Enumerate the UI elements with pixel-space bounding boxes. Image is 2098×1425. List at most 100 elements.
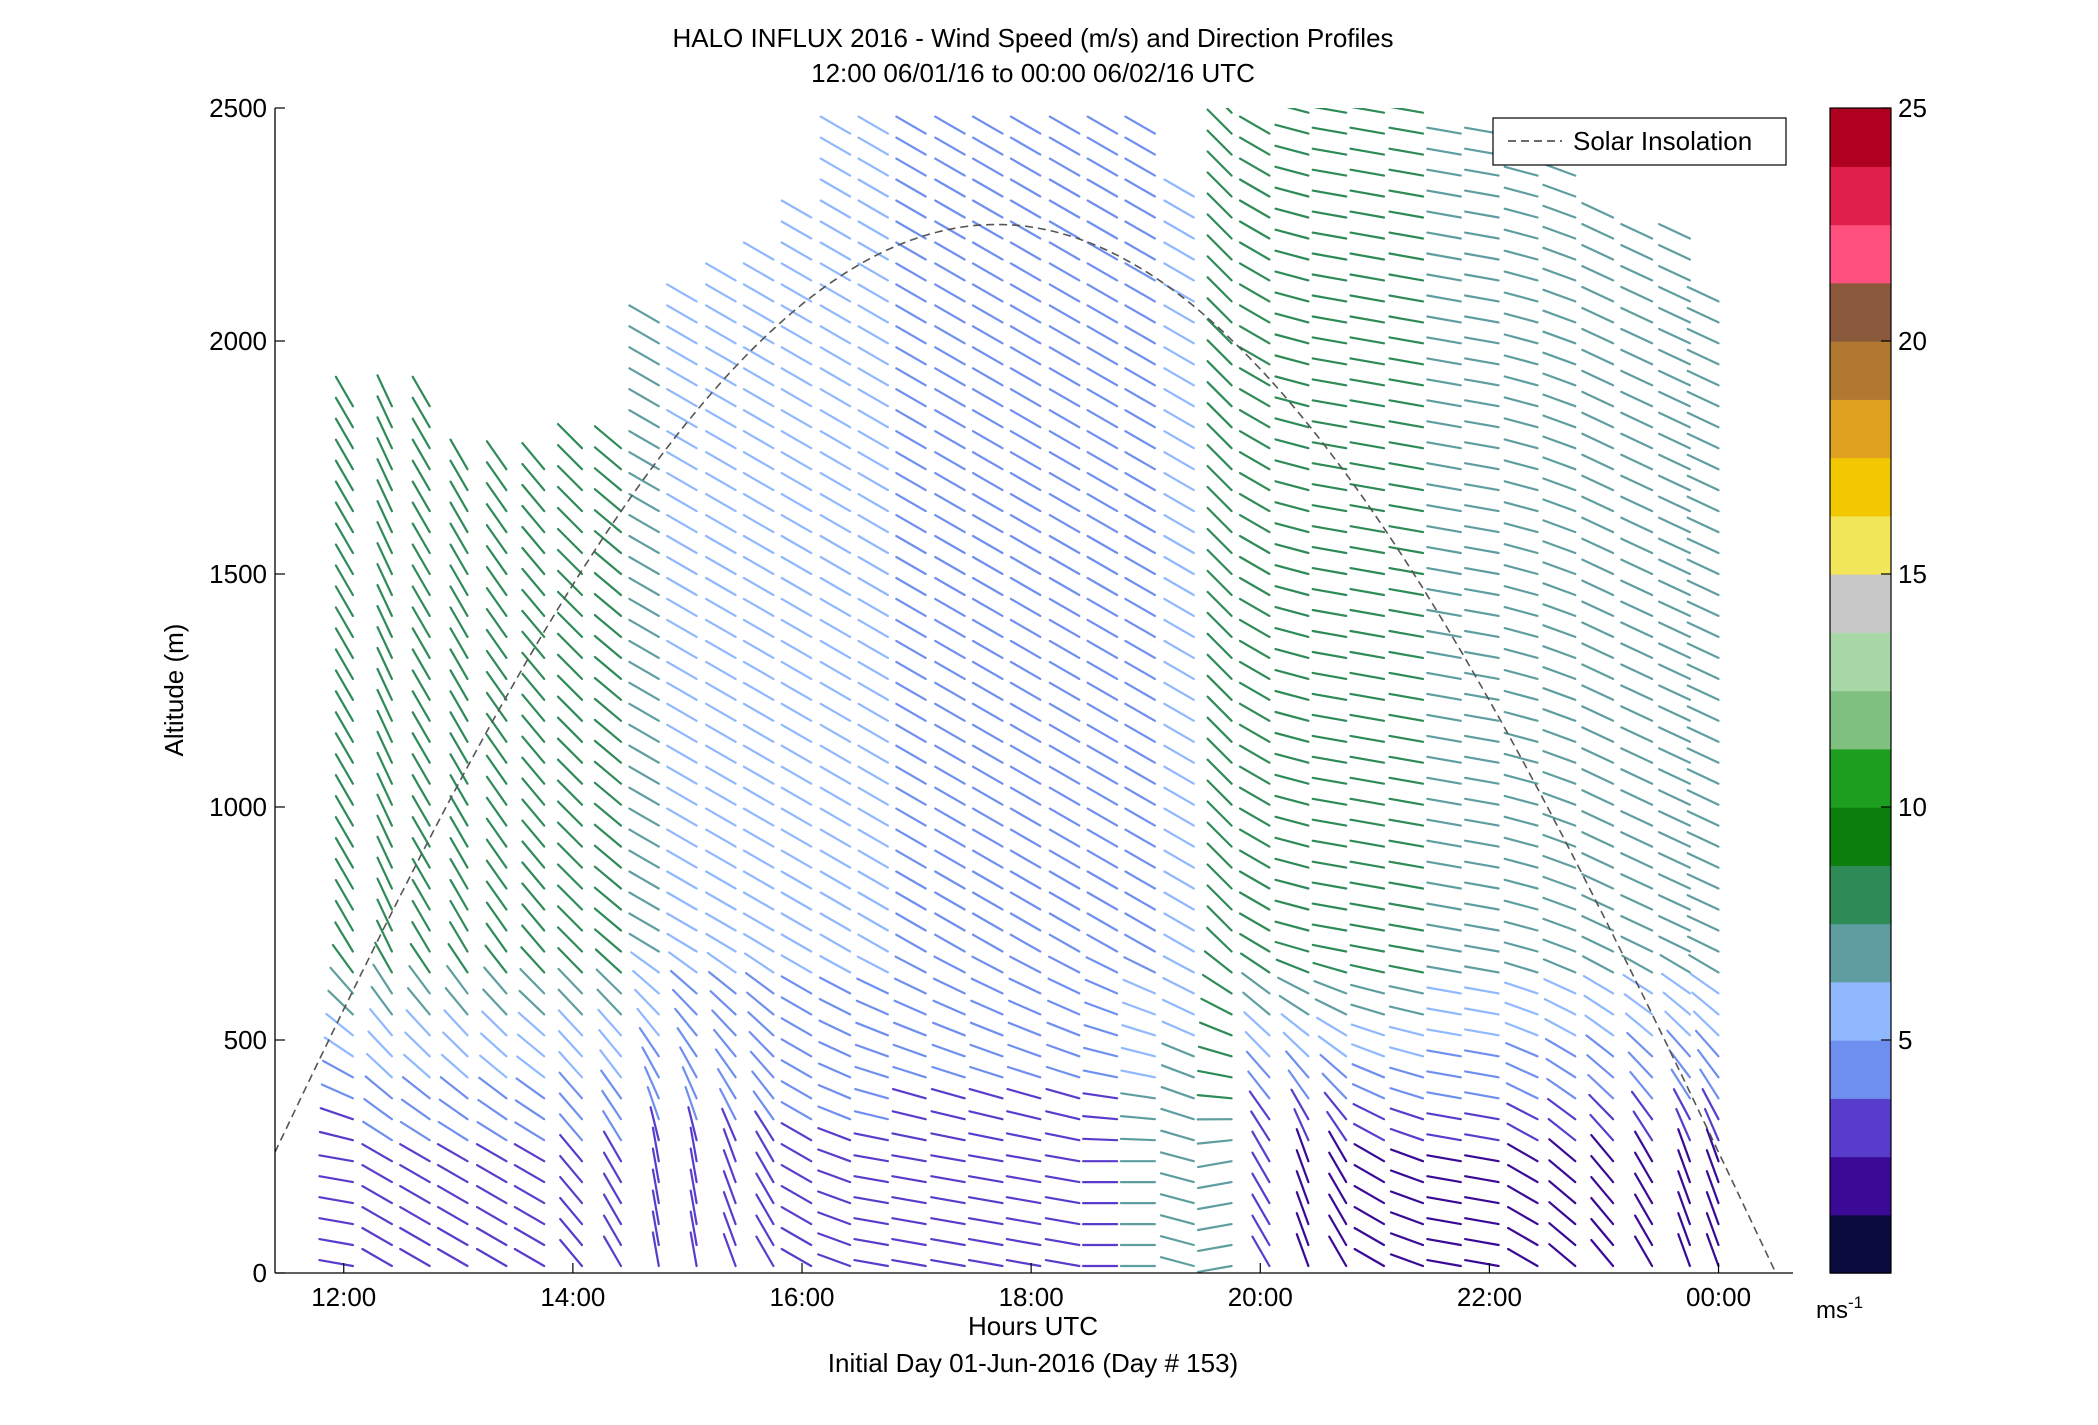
wind-barb [971,241,1004,261]
wind-barb [780,807,813,827]
wind-barb [1163,220,1195,240]
wind-barb [411,606,431,639]
wind-barb [1238,262,1271,282]
wind-barb [556,905,584,932]
wind-barb [1124,388,1157,408]
wind-barb [1352,1102,1386,1121]
wind-barb [559,1175,584,1205]
wind-barb [857,304,890,324]
wind-barb [704,639,737,660]
wind-barb [557,1009,584,1037]
wind-barb [968,1132,1004,1142]
wind-barb [1163,534,1195,555]
wind-barb [967,1258,1004,1268]
wind-barb [1274,396,1310,408]
wind-barb [1463,545,1500,555]
wind-barb [711,1009,737,1037]
wind-barb [1388,587,1425,597]
wind-barb [1238,199,1271,219]
wind-barb [666,283,698,303]
wind-barb [1426,1133,1462,1142]
wind-barb [819,367,852,387]
wind-barb [1686,432,1720,450]
wind-barb [895,765,927,785]
wind-barb [1426,1237,1462,1247]
wind-barb [819,534,852,555]
wind-barb [1543,978,1577,995]
wind-barb [1388,273,1425,282]
wind-barb [818,1040,852,1058]
wind-barb [754,1110,775,1142]
wind-barb [1311,441,1348,450]
wind-barb [895,639,927,660]
wind-barb [704,849,737,869]
wind-barb [1389,1127,1425,1142]
wind-barb [1124,304,1157,324]
wind-barb [1163,849,1195,869]
wind-barb [1086,933,1119,953]
wind-barb [1426,168,1462,177]
wind-barb [819,870,852,890]
wind-barb [411,878,431,911]
wind-barb [1686,894,1720,911]
wind-barb [334,564,354,597]
wind-barb [780,451,813,471]
wind-barb [780,1247,813,1268]
wind-barb [1463,378,1500,387]
wind-barb [602,1110,623,1142]
wind-barb [819,933,852,953]
wind-barb [594,948,623,974]
wind-barb [1251,1214,1271,1247]
wind-barb [1657,411,1692,429]
wind-barb [1048,367,1081,387]
wind-barb [1353,1184,1386,1205]
wind-barb [485,880,508,911]
wind-barb [1311,545,1348,555]
wind-barb [556,465,584,492]
wind-barb [1048,178,1081,198]
wind-barb [1542,372,1577,387]
wind-barb [1426,336,1462,345]
wind-barb [1206,234,1233,261]
wind-barb [1238,786,1271,806]
colorbar-tick-label: 10 [1898,792,1927,822]
wind-barb [780,954,813,974]
wind-barb [1633,1193,1654,1226]
wind-barb [817,1232,852,1247]
wind-barb [967,1154,1004,1163]
colorbar-tick-label: 15 [1898,559,1927,589]
wind-barb [1163,430,1195,450]
wind-barb [704,702,737,722]
wind-barb [1274,123,1310,135]
wind-barb [1206,569,1233,597]
wind-barb [1009,765,1042,785]
wind-barb [1274,899,1310,911]
wind-barb [1159,1235,1195,1247]
wind-barb [1389,1253,1425,1268]
wind-barb [853,1132,890,1142]
wind-barb [1657,600,1692,618]
wind-barb [1581,537,1615,555]
wind-barb [1658,935,1692,953]
wind-barb [449,899,469,932]
wind-barb [1426,965,1462,974]
wind-barb [819,828,852,848]
wind-barb [1503,417,1539,429]
wind-barb [593,676,623,701]
wind-barb [1238,409,1271,429]
wind-barb [1044,1258,1081,1268]
wind-barb [1311,839,1348,848]
wind-barb [1349,210,1386,219]
wind-barb [1048,849,1081,869]
wind-barb [1124,451,1157,471]
wind-barb [853,1237,890,1247]
wind-barb [1196,1264,1233,1273]
wind-barb [971,639,1004,660]
wind-barb [513,1205,546,1226]
colorbar-segment [1830,457,1891,517]
wind-barb [742,513,775,534]
wind-barb [376,416,393,450]
wind-barb [1426,504,1462,513]
wind-barb [704,493,737,513]
wind-barb [1546,1077,1577,1100]
